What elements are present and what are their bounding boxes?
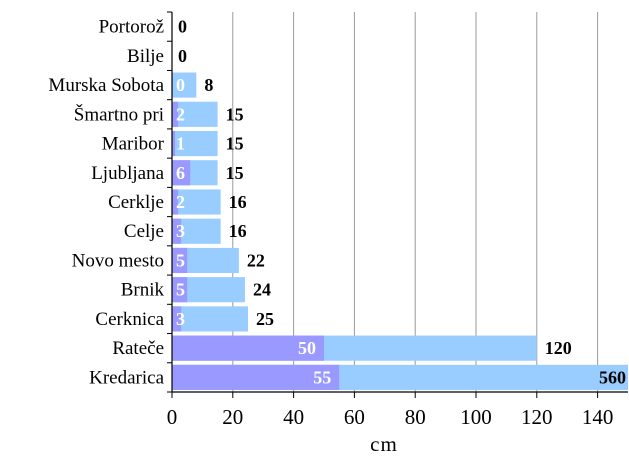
value-label: 22 [247,250,265,270]
x-tick-label: 140 [582,405,614,429]
value-label: 15 [226,134,244,154]
inner-value-label: 2 [176,104,185,124]
x-tick-label: 100 [460,405,492,429]
bar-max-depth [172,160,191,186]
inner-value-label: 3 [176,221,185,241]
category-label: Šmartno pri [74,103,164,125]
inner-value-label: 50 [298,338,316,358]
category-label: Murska Sobota [48,75,164,96]
bar-total [172,101,218,127]
category-label: Cerklje [108,192,164,213]
value-label: 16 [229,221,247,241]
axes [167,11,628,398]
value-label: 560 [599,367,626,387]
bar-max-depth [172,306,182,332]
inner-value-label: 5 [176,250,185,270]
bar-max-depth [172,277,188,303]
inner-value-label: 1 [176,134,185,154]
category-label: Maribor [102,134,165,155]
bar-max-depth [172,364,340,390]
bar-max-depth [172,247,188,274]
bar-max-depth [172,101,179,127]
category-label: Kredarica [89,367,164,388]
value-label: 24 [253,280,271,300]
bars [172,72,628,390]
x-tick-label: 20 [222,405,243,429]
bar-max-depth [172,218,182,244]
bar-total [172,306,248,332]
value-label: 8 [204,75,213,95]
value-label: 25 [256,309,274,329]
inner-value-label: 0 [176,75,185,95]
category-label: Novo mesto [72,250,164,271]
inner-value-label: 55 [313,367,331,387]
bar-total [172,72,197,98]
inner-value-label: 6 [176,163,185,183]
inner-value-label: 5 [176,280,185,300]
x-tick-label: 40 [283,405,304,429]
grid-lines [232,12,599,392]
category-label: Ljubljana [91,163,164,184]
bar-max-depth [172,130,176,157]
bar-max-depth [172,189,179,215]
category-label: Celje [124,221,164,242]
x-tick-label: 80 [405,405,426,429]
category-label: Cerknica [95,309,164,330]
inner-value-label: 3 [176,309,185,329]
bar-max-depth [172,335,324,361]
category-label: Rateče [112,338,164,359]
value-label: 15 [226,104,244,124]
category-label: Brnik [121,280,165,301]
x-tick-label: 120 [521,405,553,429]
x-axis-title: cm [370,432,398,456]
bar-total [172,130,218,157]
inner-value-label: 2 [176,192,185,212]
value-label: 0 [178,17,187,37]
bar-total [172,189,221,215]
x-tick-label: 60 [344,405,365,429]
value-label: 15 [226,163,244,183]
value-label: 0 [178,46,187,66]
category-label: Bilje [127,46,164,67]
category-label: Portorož [99,17,164,38]
x-tick-label: 0 [167,405,178,429]
value-label: 16 [229,192,247,212]
value-label: 120 [545,338,572,358]
